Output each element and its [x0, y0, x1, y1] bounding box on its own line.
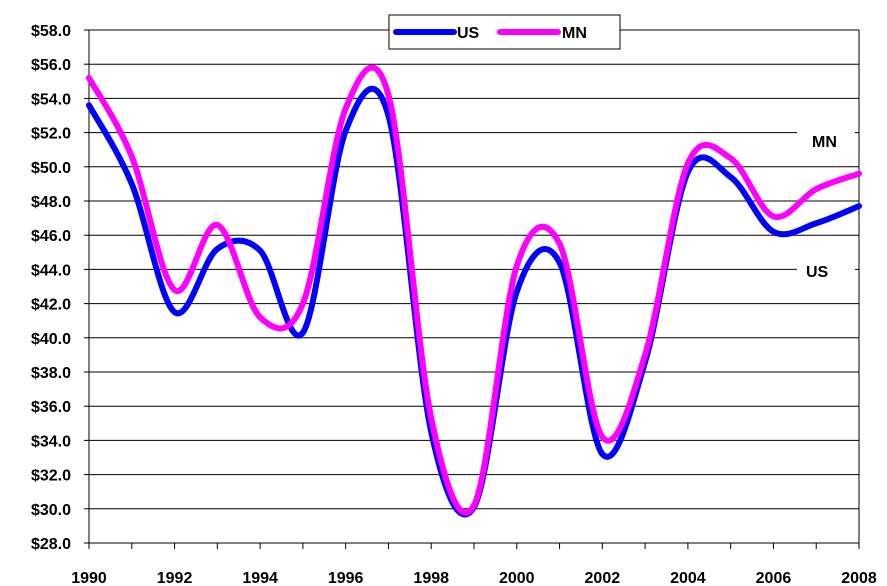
x-tick-label: 1996	[328, 570, 364, 586]
x-axis-ticks: 1990 1992 1994 1996 1998 2000 2002 2004 2006 2008	[71, 543, 877, 586]
x-tick-label: 1994	[242, 570, 278, 586]
y-tick-label: $28.0	[31, 536, 71, 553]
series-lines	[86, 64, 862, 518]
x-tick-label: 1992	[157, 570, 193, 586]
y-tick-label: $32.0	[31, 468, 71, 485]
x-tick-label: 2006	[756, 570, 792, 586]
x-tick-label: 2000	[499, 570, 535, 586]
gridlines	[89, 29, 859, 544]
y-tick-label: $44.0	[31, 262, 71, 279]
x-tick-label: 1998	[413, 570, 449, 586]
y-tick-label: $38.0	[31, 365, 71, 382]
annotation-us: US	[806, 264, 829, 281]
annotation-us-bg	[797, 257, 855, 283]
x-tick-label: 2002	[585, 570, 621, 586]
legend-label-mn: MN	[562, 25, 587, 42]
y-tick-label: $58.0	[31, 23, 71, 40]
x-tick-label: 2008	[841, 570, 877, 586]
y-tick-label: $54.0	[31, 91, 71, 108]
series-line-us	[86, 85, 862, 518]
series-line-mn	[86, 64, 862, 516]
y-tick-label: $50.0	[31, 160, 71, 177]
y-axis-ticks: $28.0 $30.0 $32.0 $34.0 $36.0 $38.0 $40.0 $42.0…	[31, 23, 89, 553]
y-tick-label: $48.0	[31, 194, 71, 211]
x-tick-label: 1990	[71, 570, 107, 586]
plot-area-frame	[88, 29, 860, 544]
y-tick-label: $30.0	[31, 502, 71, 519]
y-tick-label: $40.0	[31, 331, 71, 348]
x-tick-label: 2004	[670, 570, 706, 586]
y-tick-label: $52.0	[31, 126, 71, 143]
y-tick-label: $42.0	[31, 297, 71, 314]
y-tick-label: $46.0	[31, 228, 71, 245]
annotation-mn: MN	[812, 134, 837, 151]
annotations: MN US	[797, 128, 855, 283]
y-tick-label: $34.0	[31, 433, 71, 450]
annotation-mn-bg	[797, 128, 855, 154]
legend-label-us: US	[457, 25, 480, 42]
legend: US MN	[388, 14, 621, 50]
y-tick-label: $36.0	[31, 399, 71, 416]
y-tick-label: $56.0	[31, 57, 71, 74]
